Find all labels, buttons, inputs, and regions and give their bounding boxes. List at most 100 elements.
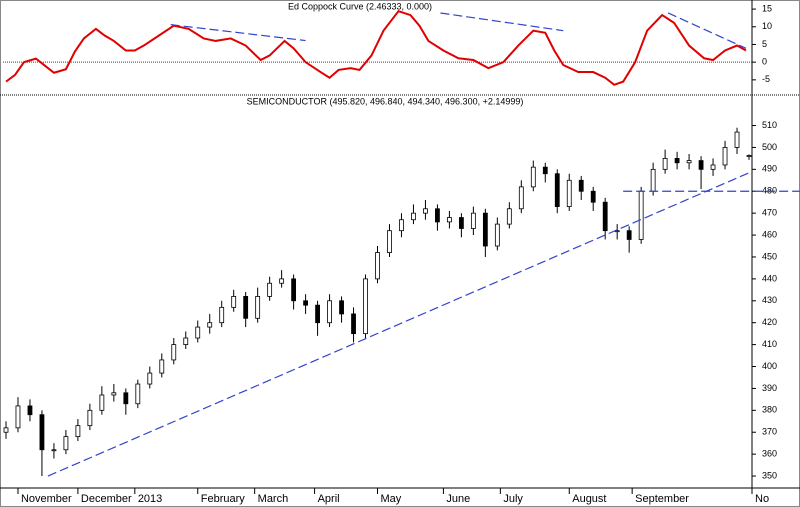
candle-body — [15, 405, 21, 429]
candle-body — [722, 147, 728, 166]
candle-body — [411, 212, 416, 221]
candle-body — [75, 425, 81, 438]
candle-body — [447, 217, 452, 223]
x-tick-label: September — [635, 493, 689, 505]
candle-body — [351, 313, 356, 335]
y-tick-label: 15 — [762, 3, 772, 13]
candle-body — [638, 190, 644, 240]
x-tick-label: February — [201, 493, 246, 505]
x-tick-label: March — [258, 493, 289, 505]
coppock-line — [5, 10, 747, 86]
y-tick-label: 420 — [762, 317, 777, 327]
candle-body — [159, 359, 165, 374]
candle-body — [482, 212, 488, 247]
x-tick-label: December — [81, 493, 132, 505]
candle-body — [111, 392, 117, 396]
candle-body — [27, 405, 33, 416]
candle-body — [387, 230, 392, 253]
candle-body — [506, 208, 512, 225]
candle-body — [327, 300, 332, 324]
y-tick-label: 10 — [762, 21, 772, 31]
y-tick-label: 390 — [762, 383, 777, 393]
y-tick-label: 470 — [762, 208, 777, 218]
y-tick-label: 440 — [762, 273, 777, 283]
x-tick-label: June — [446, 493, 470, 505]
x-tick-label: May — [381, 493, 402, 505]
candle-body — [99, 394, 105, 411]
candle-body — [315, 304, 320, 324]
y-tick-label: 0 — [762, 57, 767, 67]
candle-body — [339, 300, 344, 315]
x-tick-label: 2013 — [138, 493, 162, 505]
x-tick-label: August — [572, 493, 606, 505]
candle-body — [710, 164, 716, 170]
x-tick-label: July — [503, 493, 523, 505]
y-tick-label: 450 — [762, 251, 777, 261]
y-tick-label: 370 — [762, 427, 777, 437]
main-title: SEMICONDUCTOR (495.820, 496.840, 494.340… — [247, 96, 524, 106]
x-tick-label: April — [318, 493, 340, 505]
candle-body — [662, 157, 668, 170]
y-tick-label: 490 — [762, 164, 777, 174]
candle-body — [399, 219, 404, 232]
trend-line — [440, 12, 564, 32]
y-tick-label: 430 — [762, 295, 777, 305]
candle-body — [63, 436, 69, 451]
y-tick-label: 510 — [762, 120, 777, 130]
candle-body — [554, 173, 560, 207]
candle-body — [243, 296, 249, 319]
y-tick-label: 410 — [762, 339, 777, 349]
candle-body — [518, 186, 524, 210]
candle-body — [87, 409, 93, 427]
y-tick-label: 400 — [762, 361, 777, 371]
trend-line — [47, 170, 753, 477]
candle-body — [650, 168, 656, 192]
candle-body — [255, 296, 261, 319]
candle-body — [734, 131, 740, 148]
candle-body — [423, 208, 428, 214]
candle-body — [303, 300, 308, 306]
candle-body — [39, 414, 45, 451]
candle-body — [590, 190, 596, 203]
candle-body — [267, 282, 273, 297]
x-tick-label: No — [755, 493, 769, 505]
trend-line — [170, 24, 306, 42]
candle-body — [195, 326, 201, 339]
candle-body — [746, 155, 752, 157]
candle-body — [686, 160, 692, 164]
y-tick-label: 480 — [762, 186, 777, 196]
y-tick-label: 360 — [762, 449, 777, 459]
candle-body — [279, 278, 285, 284]
candle-body — [171, 344, 177, 361]
coppock-title: Ed Coppock Curve (2.46333, 0.000) — [288, 1, 432, 11]
y-tick-label: 350 — [762, 470, 777, 480]
candle-body — [135, 383, 141, 405]
candle-body — [123, 392, 129, 405]
x-tick-label: November — [21, 493, 72, 505]
candle-body — [231, 296, 237, 308]
candle-body — [363, 278, 368, 335]
candle-body — [698, 160, 704, 170]
candle-body — [207, 322, 213, 328]
candle-body — [183, 337, 189, 346]
y-tick-label: -5 — [762, 74, 770, 84]
y-tick-label: 380 — [762, 405, 777, 415]
candle-body — [602, 201, 608, 232]
candle-body — [494, 223, 500, 247]
candle-body — [3, 427, 9, 433]
candle-body — [578, 179, 584, 192]
candle-body — [566, 179, 572, 207]
candle-body — [470, 212, 476, 229]
candle-body — [219, 306, 225, 324]
candle-body — [458, 217, 464, 229]
trend-line — [667, 12, 747, 49]
candle-body — [674, 157, 680, 164]
candle-body — [147, 372, 153, 385]
y-tick-label: 500 — [762, 142, 777, 152]
candle-body — [435, 208, 440, 223]
candle-body — [291, 278, 297, 302]
candle-body — [542, 166, 548, 175]
y-tick-label: 460 — [762, 229, 777, 239]
